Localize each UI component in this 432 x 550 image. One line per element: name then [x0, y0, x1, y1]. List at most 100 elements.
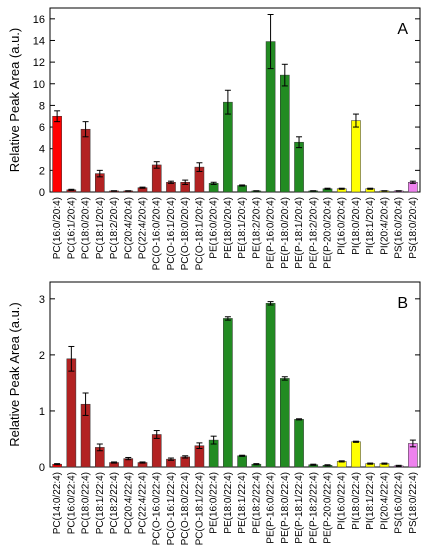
x-tick-label: PI(18:1/22:4)	[365, 472, 376, 530]
x-tick-label: PC(O-16:0/20:4)	[152, 197, 163, 270]
error-bar	[196, 442, 203, 449]
error-bar	[153, 430, 160, 439]
x-tick-label: PI(16:0/22:4)	[337, 472, 348, 530]
x-tick-label: PS(18:0/20:4)	[408, 197, 419, 259]
x-tick-label: PC(22:4/20:4)	[138, 197, 149, 259]
bar	[52, 115, 62, 193]
x-tick-label: PC(O-16:0/22:4)	[152, 472, 163, 545]
error-bar	[167, 180, 174, 184]
error-bar	[68, 345, 75, 372]
y-tick-label: 2	[39, 165, 45, 177]
error-bar	[253, 463, 260, 466]
x-tick-label: PE(P-20:0/20:4)	[323, 197, 334, 269]
error-bar	[82, 121, 89, 138]
x-tick-label: PC(20:4/20:4)	[123, 197, 134, 259]
plot-frame	[49, 7, 421, 193]
y-tick-label: 4	[39, 144, 45, 156]
y-tick-label: 8	[39, 100, 45, 112]
error-bar	[367, 462, 374, 465]
panel-label: B	[397, 295, 408, 312]
error-bar	[281, 376, 288, 381]
y-tick-label: 16	[33, 14, 45, 26]
x-tick-label: PI(16:0/20:4)	[337, 197, 348, 255]
error-bar	[239, 184, 246, 187]
y-tick-label: 2	[39, 350, 45, 362]
error-bar	[310, 463, 317, 466]
x-tick-label: PE(16:0/22:4)	[209, 472, 220, 534]
error-bar	[239, 454, 246, 457]
error-bar	[381, 462, 388, 465]
x-tick-label: PE(P-18:0/22:4)	[280, 472, 291, 544]
bar	[280, 74, 290, 193]
x-tick-label: PC(O-18:0/22:4)	[180, 472, 191, 545]
plot-frame	[49, 281, 421, 468]
x-tick-label: PE(18:1/20:4)	[237, 197, 248, 259]
x-tick-label: PE(P-18:1/22:4)	[294, 472, 305, 544]
error-bar	[210, 435, 217, 445]
bar	[151, 164, 162, 193]
x-tick-label: PI(18:0/22:4)	[351, 472, 362, 530]
x-tick-label: PC(18:1/20:4)	[95, 197, 106, 259]
x-tick-label: PE(P-18:2/22:4)	[308, 472, 319, 544]
error-bar	[281, 63, 288, 87]
error-bar	[54, 110, 61, 123]
y-tick-label: 12	[33, 57, 45, 69]
x-tick-label: PE(P-18:2/20:4)	[308, 197, 319, 269]
x-tick-label: PE(P-18:0/20:4)	[280, 197, 291, 269]
x-tick-label: PC(14:0/22:4)	[52, 472, 63, 534]
x-tick-label: PC(O-16:1/22:4)	[166, 472, 177, 545]
error-bar	[296, 418, 303, 421]
error-bar	[267, 13, 274, 70]
error-bar	[409, 180, 416, 184]
bar	[280, 378, 290, 468]
x-tick-label: PC(22:4/22:4)	[138, 472, 149, 534]
y-axis-label: Relative Peak Area (a.u.)	[7, 28, 22, 173]
error-bar	[82, 392, 89, 416]
error-bar	[409, 439, 416, 448]
error-bar	[352, 440, 359, 443]
x-tick-label: PE(P-16:0/20:4)	[266, 197, 277, 269]
error-bar	[324, 464, 331, 467]
x-tick-label: PC(16:0/20:4)	[52, 197, 63, 259]
bar	[237, 455, 247, 468]
error-bar	[182, 455, 189, 459]
bar	[351, 441, 361, 468]
y-tick-label: 0	[39, 462, 45, 474]
error-bar	[267, 301, 274, 306]
error-bar	[54, 463, 61, 466]
x-tick-label: PE(P-20:0/22:4)	[323, 472, 334, 544]
x-tick-label: PE(18:2/22:4)	[251, 472, 262, 534]
error-bar	[395, 464, 402, 467]
bar	[294, 141, 304, 193]
x-tick-label: PS(16:0/22:4)	[394, 472, 405, 534]
bar	[351, 120, 361, 193]
x-tick-label: PS(18:0/22:4)	[408, 472, 419, 534]
x-tick-label: PC(O-18:0/20:4)	[180, 197, 191, 270]
x-tick-label: PE(P-18:1/20:4)	[294, 197, 305, 269]
y-axis-label: Relative Peak Area (a.u.)	[7, 302, 22, 447]
x-tick-label: PC(18:2/20:4)	[109, 197, 120, 259]
error-bar	[153, 161, 160, 169]
error-bar	[125, 456, 132, 461]
y-tick-label: 3	[39, 294, 45, 306]
x-tick-label: PC(20:4/22:4)	[123, 472, 134, 534]
error-bar	[196, 162, 203, 172]
error-bar	[338, 460, 345, 463]
error-bar	[96, 443, 103, 452]
bar	[294, 419, 304, 468]
error-bar	[139, 461, 146, 464]
bar	[223, 101, 233, 193]
error-bar	[139, 186, 146, 189]
x-tick-label: PE(18:1/22:4)	[237, 472, 248, 534]
y-tick-label: 6	[39, 122, 45, 134]
error-bar	[296, 136, 303, 149]
bar	[151, 434, 162, 468]
error-bar	[338, 187, 345, 190]
x-tick-label: PI(18:0/20:4)	[351, 197, 362, 255]
panel-label: A	[397, 21, 408, 38]
x-tick-label: PI(20:4/22:4)	[379, 472, 390, 530]
x-tick-label: PE(P-16:0/22:4)	[266, 472, 277, 544]
error-bar	[96, 169, 103, 178]
error-bar	[182, 179, 189, 185]
